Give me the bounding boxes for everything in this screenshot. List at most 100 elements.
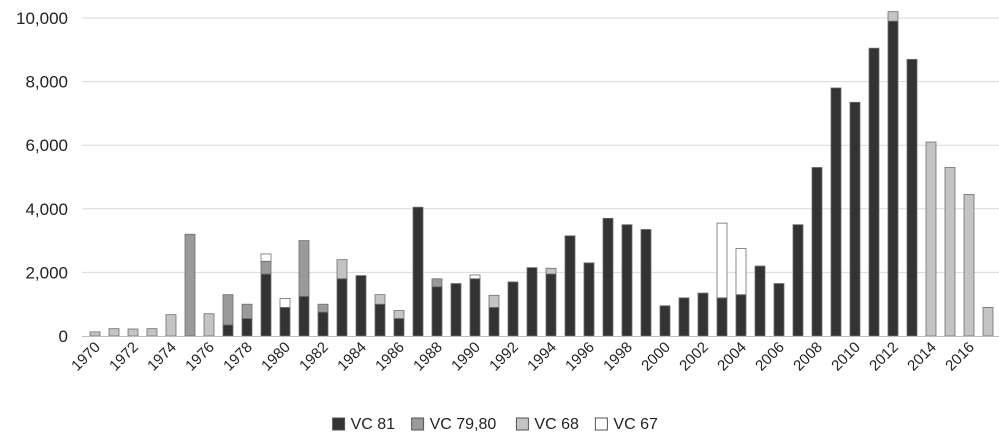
bar-segment — [887, 11, 899, 22]
bar-segment — [260, 273, 272, 337]
bar-segment — [222, 294, 234, 326]
bar-segment — [507, 281, 519, 337]
bar-segment — [260, 253, 272, 262]
bar-segment — [241, 318, 253, 337]
bar-segment — [374, 303, 386, 337]
x-tick-label: 1994 — [524, 339, 560, 375]
bar-segment — [849, 101, 861, 337]
y-tick-label: 10,000 — [16, 9, 68, 28]
bar-segment — [754, 265, 766, 337]
legend-swatch — [332, 417, 346, 431]
x-tick-label: 1984 — [334, 339, 370, 375]
bar-segment — [868, 47, 880, 337]
bar-segment — [336, 278, 348, 337]
bar-segment — [89, 331, 101, 337]
x-tick-label: 1972 — [106, 339, 142, 375]
bar-segment — [545, 267, 557, 275]
legend-label: VC 67 — [613, 416, 658, 433]
bar-segment — [393, 318, 405, 337]
bar-segment — [621, 224, 633, 337]
x-axis-ticks: 1970 1972 1974 1976 1978 1980 1982 1984 1986 1988… — [68, 339, 978, 375]
bar-segment — [298, 295, 310, 337]
bar-segment — [526, 267, 538, 337]
bars — [89, 11, 994, 337]
gridlines — [82, 17, 999, 273]
y-axis-ticks: 0 2,000 4,000 6,000 8,000 10,000 — [16, 9, 68, 346]
x-tick-label: 1976 — [182, 339, 218, 375]
x-tick-label: 2006 — [752, 339, 788, 375]
x-tick-label: 2010 — [828, 339, 864, 375]
bar-segment — [659, 305, 671, 337]
x-tick-label: 1986 — [372, 339, 408, 375]
x-tick-label: 2016 — [942, 339, 978, 375]
bar-segment — [811, 167, 823, 337]
bar-segment — [887, 20, 899, 337]
y-tick-label: 8,000 — [25, 73, 68, 92]
bar-segment — [545, 273, 557, 337]
bar-segment — [146, 328, 158, 337]
bar-segment — [336, 259, 348, 280]
legend-swatch — [411, 417, 425, 431]
bar-segment — [488, 306, 500, 337]
x-tick-label: 2012 — [866, 339, 902, 375]
bar-segment — [716, 222, 728, 299]
legend-swatch — [594, 417, 608, 431]
legend-label: VC 68 — [534, 416, 579, 433]
legend: VC 81 VC 79,80 VC 68 VC 67 — [332, 416, 658, 433]
bar-segment — [469, 274, 481, 280]
bar-segment — [165, 314, 177, 337]
legend-label: VC 81 — [351, 416, 396, 433]
bar-segment — [184, 233, 196, 337]
x-tick-label: 1970 — [68, 339, 104, 375]
legend-swatch — [515, 417, 529, 431]
bar-segment — [260, 260, 272, 275]
x-tick-label: 1992 — [486, 339, 522, 375]
bar-segment — [925, 141, 937, 337]
bar-segment — [450, 283, 462, 337]
bar-segment — [735, 294, 747, 337]
bar-segment — [944, 167, 956, 337]
bar-segment — [564, 235, 576, 337]
bar-segment — [241, 303, 253, 319]
bar-segment — [431, 278, 443, 288]
bar-segment — [697, 292, 709, 337]
bar-segment — [906, 58, 918, 337]
bar-segment — [963, 194, 975, 337]
y-tick-label: 4,000 — [25, 200, 68, 219]
bar-segment — [469, 278, 481, 337]
bar-segment — [830, 87, 842, 337]
bar-segment — [773, 283, 785, 337]
bar-segment — [735, 248, 747, 296]
bar-segment — [393, 310, 405, 319]
bar-segment — [792, 224, 804, 337]
x-tick-label: 1996 — [562, 339, 598, 375]
x-tick-label: 1990 — [448, 339, 484, 375]
y-tick-label: 6,000 — [25, 136, 68, 155]
bar-segment — [583, 262, 595, 337]
bar-segment — [317, 303, 329, 313]
bar-segment — [317, 311, 329, 337]
x-tick-label: 1978 — [220, 339, 256, 375]
x-tick-label: 2004 — [714, 339, 750, 375]
bar-segment — [127, 328, 139, 337]
bar-segment — [602, 217, 614, 337]
x-tick-label: 1982 — [296, 339, 332, 375]
bar-segment — [412, 206, 424, 337]
bar-segment — [279, 298, 291, 308]
x-tick-label: 2002 — [676, 339, 712, 375]
legend-label: VC 79,80 — [430, 416, 497, 433]
bar-segment — [678, 297, 690, 337]
bar-segment — [222, 324, 234, 337]
x-tick-label: 1998 — [600, 339, 636, 375]
bar-segment — [374, 294, 386, 305]
bar-segment — [488, 294, 500, 308]
bar-segment — [431, 286, 443, 337]
bar-segment — [355, 275, 367, 337]
bar-segment — [716, 297, 728, 337]
bar-segment — [203, 313, 215, 337]
bar-segment — [279, 306, 291, 337]
x-tick-label: 2000 — [638, 339, 674, 375]
x-tick-label: 2008 — [790, 339, 826, 375]
x-tick-label: 1980 — [258, 339, 294, 375]
bar-segment — [982, 306, 994, 337]
